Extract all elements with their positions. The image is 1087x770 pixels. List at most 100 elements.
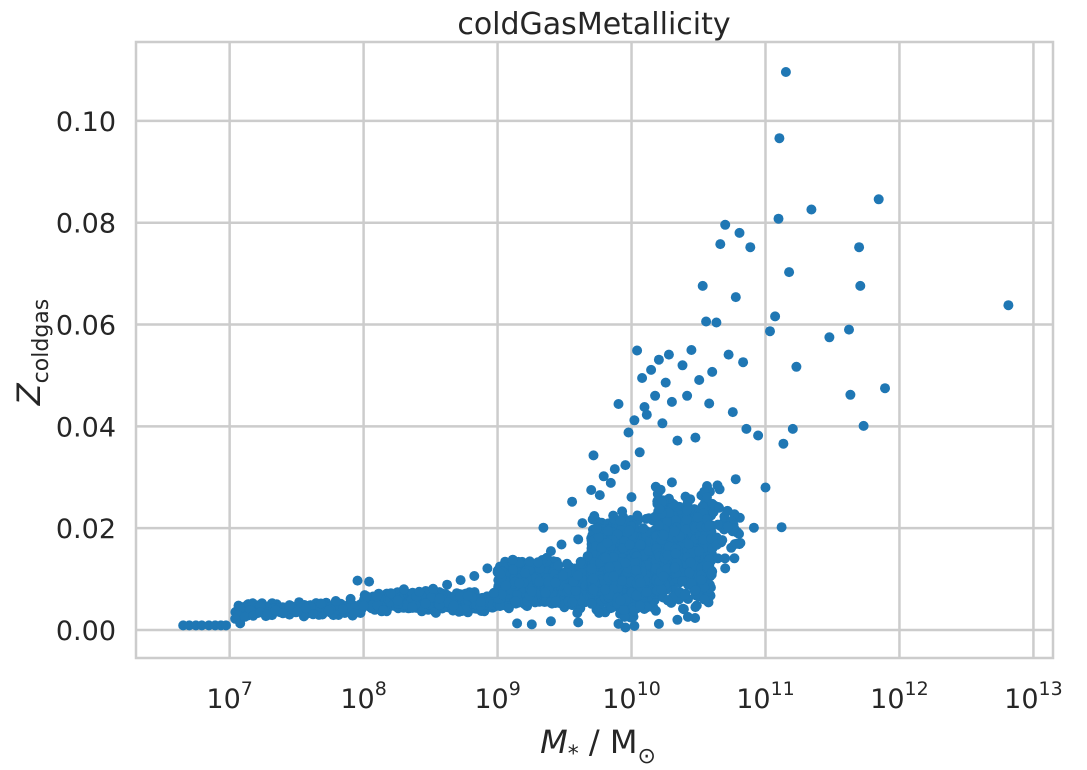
data-point [507,554,518,565]
data-point [462,590,473,601]
data-point [426,592,437,603]
data-point [349,608,360,619]
data-point [567,496,578,507]
data-point [722,521,733,532]
data-point [677,576,688,587]
data-point [385,588,396,599]
data-point [720,219,731,230]
data-point [806,204,817,215]
data-point [594,607,604,618]
data-point [345,593,356,604]
data-point [632,510,643,521]
y-tick-label: 0.02 [56,514,116,545]
data-point [670,548,681,559]
data-point [643,546,654,556]
data-point [617,576,628,586]
data-point [508,564,518,575]
data-point [510,596,521,607]
data-point [714,502,724,513]
data-point [330,596,341,606]
data-point [662,550,673,561]
data-point [639,402,650,412]
data-point [588,450,599,461]
data-point [442,579,453,590]
data-point [624,539,635,550]
data-point [292,606,303,617]
data-point [681,514,692,525]
data-point [692,512,703,523]
data-point [680,524,691,535]
data-point [854,242,865,253]
data-point [550,596,561,607]
data-point [526,586,537,597]
data-point [641,587,652,597]
data-point [696,574,707,585]
data-point [434,593,445,604]
data-point [572,570,583,581]
data-point [534,576,545,587]
data-point [558,570,568,581]
data-point [686,345,697,355]
data-point [632,345,643,356]
data-point [428,583,439,594]
data-point [455,575,466,586]
data-point [780,67,791,77]
x-axis-label-sub2: ⊙ [637,744,655,769]
data-point [609,464,620,475]
data-point [586,598,597,609]
data-point [1003,300,1014,311]
data-point [631,590,642,601]
data-point [753,430,764,441]
data-point [239,611,250,622]
data-point [414,586,425,597]
data-point [540,587,551,598]
data-point [573,534,584,545]
data-point [653,354,664,365]
data-point [475,597,486,607]
data-point [562,558,572,569]
x-tick-label: 109 [474,678,520,715]
data-point [741,423,752,434]
y-tick-label: 0.00 [56,616,116,647]
x-tick-label: 107 [206,678,252,715]
data-point [873,194,884,205]
y-tick-label: 0.06 [56,311,116,342]
data-point [495,569,506,579]
grid-lines [136,42,1053,658]
data-point [605,477,616,488]
data-point [337,604,348,615]
data-point [550,577,561,588]
data-point [545,546,556,557]
data-point [646,364,657,375]
data-point [604,562,615,573]
y-axis-label-sub: coldgas [29,299,54,384]
data-point [707,566,718,577]
data-point [712,519,723,530]
data-point [663,349,674,360]
data-point [791,361,802,372]
y-tick-label: 0.10 [56,107,116,138]
data-point [662,595,673,606]
data-point [378,605,389,616]
data-point [694,375,705,385]
data-point [556,539,567,550]
data-point [682,497,693,508]
data-point [776,522,787,533]
data-point [712,553,723,564]
data-point [371,591,382,602]
data-point [623,427,634,438]
data-point [723,349,734,360]
data-point [760,482,771,493]
data-point [770,311,781,322]
data-point [588,584,599,595]
data-point [538,522,549,533]
data-point [482,563,493,574]
data-point [489,587,499,598]
x-tick-label: 1013 [1004,678,1063,715]
data-point [653,618,664,629]
data-point [586,563,597,574]
data-point [690,432,701,443]
data-point [553,560,564,571]
x-tick-label: 1012 [870,678,929,715]
data-point [778,438,789,449]
